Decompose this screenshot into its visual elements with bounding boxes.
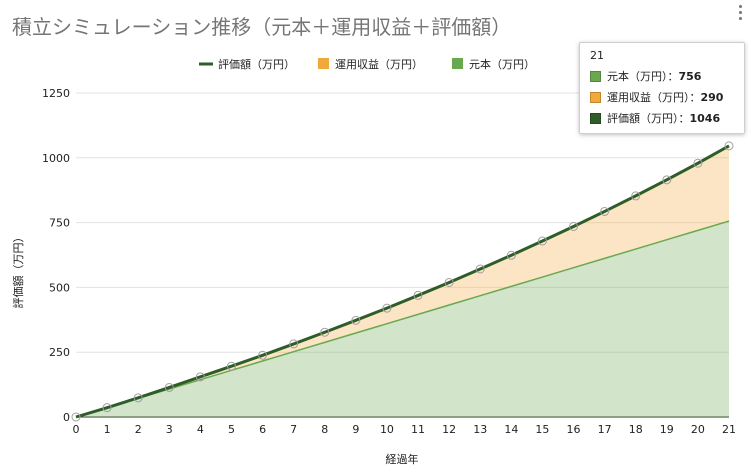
point-valuation[interactable] — [258, 350, 268, 360]
legend-label-valuation[interactable]: 評価額（万円） — [218, 57, 295, 71]
x-tick-label: 0 — [73, 423, 80, 436]
y-tick-label: 250 — [49, 346, 70, 359]
y-axis-label: 評価額（万円） — [11, 232, 25, 309]
tooltip-swatch-principal — [590, 70, 601, 82]
x-tick-label: 15 — [535, 423, 549, 436]
x-tick-label: 3 — [166, 423, 173, 436]
point-valuation[interactable] — [195, 372, 205, 382]
tooltip: 21 元本（万円）： 756 運用収益（万円）： 290 評価額（万円）： 10… — [579, 42, 745, 134]
tooltip-label-valuation: 評価額（万円）： — [607, 112, 690, 125]
point-valuation[interactable] — [444, 277, 454, 287]
gridlines — [76, 92, 729, 418]
point-valuation[interactable] — [600, 206, 610, 216]
point-valuation[interactable] — [631, 191, 641, 201]
point-valuation[interactable] — [506, 250, 516, 260]
x-tick-label: 4 — [197, 423, 204, 436]
point-valuation[interactable] — [289, 339, 299, 349]
point-valuation[interactable] — [693, 158, 703, 168]
point-valuation[interactable] — [413, 290, 423, 300]
point-valuation[interactable] — [475, 264, 485, 274]
y-tick-label: 1000 — [42, 152, 70, 165]
y-tick-label: 750 — [49, 217, 70, 230]
tooltip-row-valuation: 評価額（万円）： 1046 — [590, 110, 734, 126]
point-valuation[interactable] — [226, 361, 236, 371]
plot-lines — [75, 144, 730, 419]
x-axis-label: 経過年 — [386, 452, 419, 466]
x-tick-label: 8 — [321, 423, 328, 436]
x-tick-label: 19 — [660, 423, 674, 436]
x-tick-label: 16 — [567, 423, 581, 436]
chart-title: 積立シミュレーション推移（元本＋運用収益＋評価額） — [12, 15, 511, 39]
legend-label-principal[interactable]: 元本（万円） — [469, 57, 535, 71]
x-tick-label: 5 — [228, 423, 235, 436]
x-tick-label: 7 — [290, 423, 297, 436]
tooltip-header: 21 — [590, 49, 604, 62]
x-tick-label: 20 — [691, 423, 705, 436]
tooltip-value-returns: 290 — [700, 90, 724, 104]
x-tick-label: 14 — [504, 423, 518, 436]
legend-label-returns[interactable]: 運用収益（万円） — [335, 57, 423, 71]
tooltip-row-principal: 元本（万円）： 756 — [590, 68, 734, 84]
legend: 評価額（万円） 運用収益（万円） 元本（万円） — [199, 57, 535, 71]
plot-areas — [76, 145, 729, 417]
y-tick-label: 1250 — [42, 87, 70, 100]
point-valuation[interactable] — [320, 327, 330, 337]
y-tick-label: 0 — [63, 411, 70, 424]
tooltip-row-returns: 運用収益（万円）： 290 — [590, 89, 734, 105]
point-valuation[interactable] — [569, 221, 579, 231]
point-valuation[interactable] — [102, 403, 112, 413]
point-valuation[interactable] — [537, 236, 547, 246]
x-tick-label: 1 — [104, 423, 111, 436]
legend-swatch-returns — [318, 58, 329, 69]
point-valuation[interactable] — [133, 393, 143, 403]
x-tick-label: 2 — [135, 423, 142, 436]
point-valuation[interactable] — [71, 412, 81, 422]
x-tick-label: 17 — [598, 423, 612, 436]
x-tick-label: 21 — [722, 423, 736, 436]
x-tick-label: 12 — [442, 423, 456, 436]
x-tick-label: 9 — [352, 423, 359, 436]
point-valuation[interactable] — [351, 315, 361, 325]
more-vert-icon[interactable] — [737, 4, 743, 22]
point-valuation[interactable] — [164, 382, 174, 392]
x-tick-label: 13 — [473, 423, 487, 436]
x-axis-ticks: 0 1 2 3 4 5 6 7 8 9 10 11 12 13 14 15 16 17 18 19 20 21 — [73, 423, 737, 436]
legend-swatch-principal — [452, 58, 463, 69]
x-tick-label: 11 — [411, 423, 425, 436]
tooltip-swatch-returns — [590, 91, 601, 103]
point-valuation[interactable] — [724, 141, 734, 151]
line-valuation — [75, 144, 730, 419]
line-principal — [75, 220, 730, 418]
y-tick-label: 500 — [49, 281, 70, 294]
x-tick-label: 6 — [259, 423, 266, 436]
tooltip-value-principal: 756 — [678, 69, 702, 83]
point-valuation[interactable] — [662, 175, 672, 185]
tooltip-label-principal: 元本（万円）： — [607, 70, 679, 83]
x-tick-label: 18 — [629, 423, 643, 436]
y-axis-ticks: 0 250 500 750 1000 1250 — [42, 87, 70, 424]
x-tick-label: 10 — [380, 423, 394, 436]
tooltip-value-valuation: 1046 — [689, 111, 721, 125]
tooltip-label-returns: 運用収益（万円）： — [607, 91, 701, 104]
tooltip-swatch-valuation — [590, 112, 601, 124]
point-valuation[interactable] — [382, 303, 392, 313]
plot-points — [71, 141, 734, 422]
